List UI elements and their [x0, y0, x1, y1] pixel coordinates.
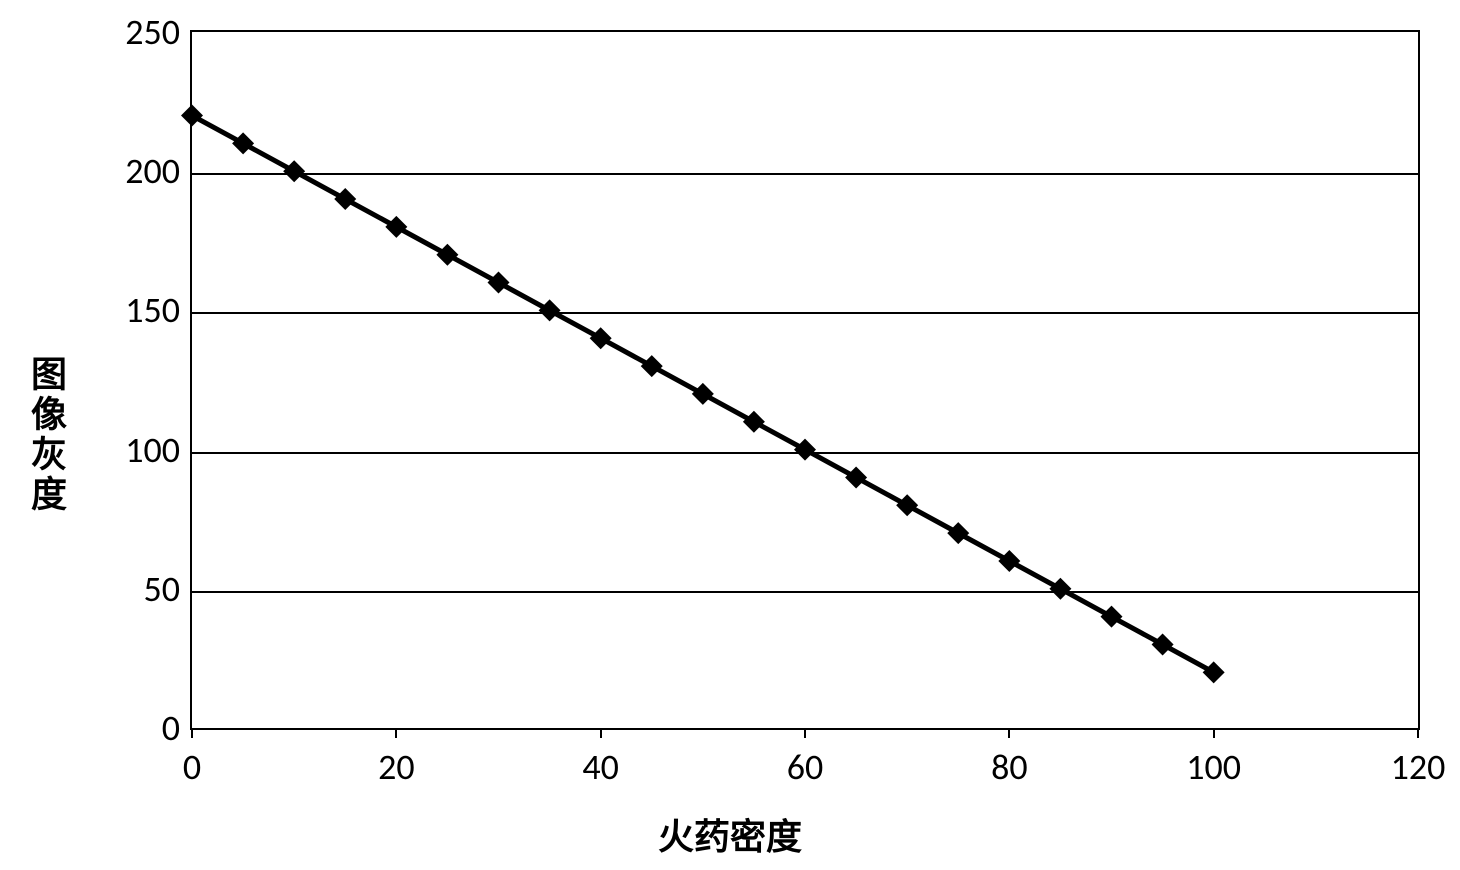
series-marker	[1101, 606, 1123, 628]
series-marker	[998, 550, 1020, 572]
y-tick-label: 200	[100, 149, 180, 193]
series-marker	[641, 355, 663, 377]
x-tick-mark	[1213, 728, 1215, 738]
series-marker	[488, 272, 510, 294]
series-marker	[794, 439, 816, 461]
y-tick-label: 150	[100, 288, 180, 332]
x-tick-label: 80	[991, 745, 1028, 789]
x-tick-label: 100	[1186, 745, 1241, 789]
series-marker	[743, 411, 765, 433]
series-marker	[283, 160, 305, 182]
y-tick-label: 0	[100, 706, 180, 750]
series-marker	[845, 466, 867, 488]
x-tick-label: 40	[582, 745, 619, 789]
series-marker	[539, 299, 561, 321]
series-marker	[385, 216, 407, 238]
chart-container: 图像灰度 火药密度 0 50 100 150 200 250 0 20 40 60 80 100 120	[0, 0, 1460, 870]
y-axis-title: 图像灰度	[20, 355, 72, 515]
x-tick-label: 120	[1391, 745, 1446, 789]
series-marker	[1203, 661, 1225, 683]
y-tick-label: 50	[100, 567, 180, 611]
x-tick-label: 60	[787, 745, 824, 789]
x-tick-mark	[804, 728, 806, 738]
x-tick-mark	[395, 728, 397, 738]
series-marker	[1152, 633, 1174, 655]
x-tick-label: 20	[378, 745, 415, 789]
x-tick-mark	[1417, 728, 1419, 738]
x-tick-mark	[1008, 728, 1010, 738]
x-tick-mark	[600, 728, 602, 738]
chart-data-layer	[190, 30, 1420, 730]
series-marker	[947, 522, 969, 544]
x-tick-label: 0	[183, 745, 201, 789]
series-marker	[590, 327, 612, 349]
series-marker	[334, 188, 356, 210]
x-axis-title: 火药密度	[658, 808, 802, 860]
series-marker	[181, 105, 203, 127]
series-marker	[232, 132, 254, 154]
series-marker	[436, 244, 458, 266]
series-marker	[896, 494, 918, 516]
y-tick-label: 100	[100, 428, 180, 472]
x-tick-mark	[191, 728, 193, 738]
series-marker	[692, 383, 714, 405]
y-tick-label: 250	[100, 10, 180, 54]
series-marker	[1049, 578, 1071, 600]
